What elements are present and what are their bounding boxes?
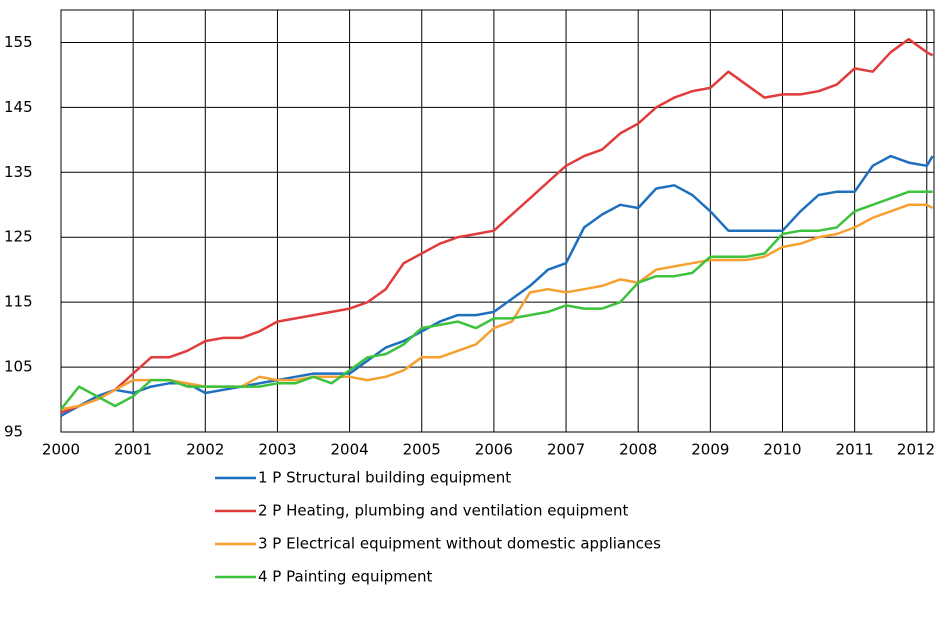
x-tick-label: 2002 xyxy=(186,441,224,459)
series-line xyxy=(60,37,934,414)
x-tick-label: 2008 xyxy=(619,441,657,459)
legend-label: 1 P Structural building equipment xyxy=(258,469,511,487)
y-tick-label: 155 xyxy=(4,33,33,51)
y-tick-label: 145 xyxy=(4,98,33,116)
y-tick-label: 125 xyxy=(4,228,33,246)
x-tick-label: 2003 xyxy=(258,441,296,459)
series-line xyxy=(60,203,934,411)
x-tick-label: 2011 xyxy=(836,441,874,459)
x-tick-label: 2012 xyxy=(897,441,935,459)
legend-label: 3 P Electrical equipment without domesti… xyxy=(258,535,661,553)
y-tick-label: 95 xyxy=(4,423,23,441)
series-line xyxy=(60,190,933,411)
x-tick-label: 2006 xyxy=(475,441,513,459)
y-tick-label: 135 xyxy=(4,163,33,181)
legend-label: 2 P Heating, plumbing and ventilation eq… xyxy=(258,502,629,520)
legend-label: 4 P Painting equipment xyxy=(258,568,433,586)
series-line xyxy=(60,154,934,417)
y-tick-label: 105 xyxy=(4,358,33,376)
x-tick-label: 2001 xyxy=(114,441,152,459)
y-tick-label: 115 xyxy=(4,293,33,311)
x-tick-label: 2004 xyxy=(331,441,369,459)
x-tick-label: 2007 xyxy=(547,441,585,459)
x-tick-label: 2009 xyxy=(691,441,729,459)
plot-border xyxy=(60,9,935,433)
x-tick-label: 2000 xyxy=(42,441,80,459)
x-tick-label: 2005 xyxy=(403,441,441,459)
x-tick-label: 2010 xyxy=(763,441,801,459)
